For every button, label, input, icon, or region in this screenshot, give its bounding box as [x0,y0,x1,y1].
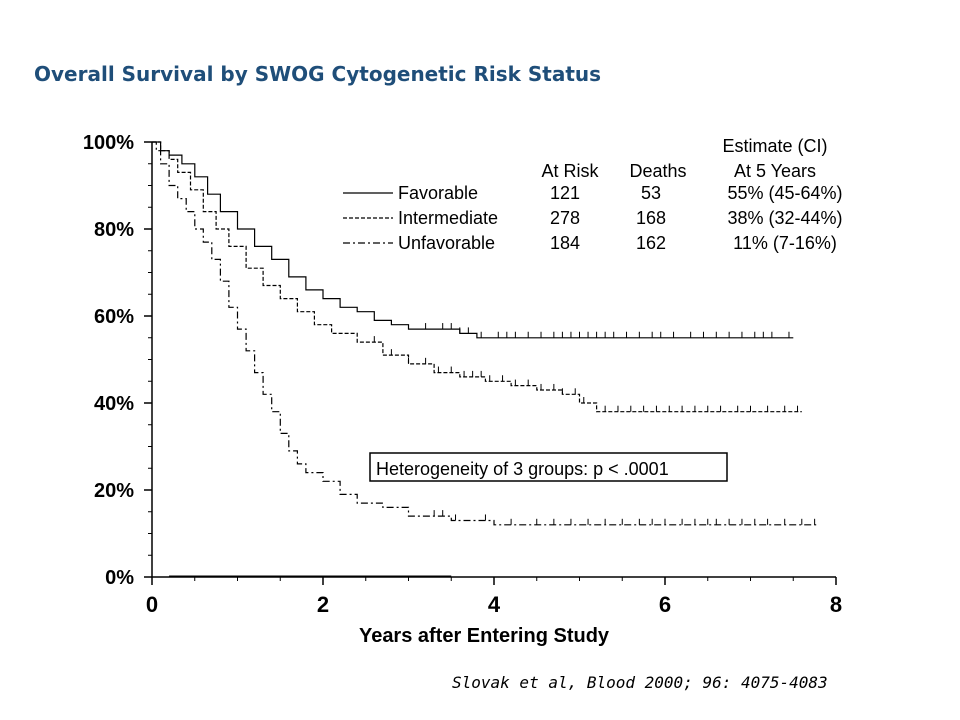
chart-annotations: Heterogeneity of 3 groups: p < .0001 [369,452,728,482]
legend-estimate: 11% (7-16%) [733,233,837,253]
legend-at-risk: 184 [550,233,580,253]
annotation-text: Heterogeneity of 3 groups: p < .0001 [376,459,669,479]
legend-deaths: 53 [641,183,661,203]
y-tick-label: 40% [94,393,134,415]
legend-name: Intermediate [398,208,498,228]
curve-intermediate [152,141,802,413]
slide-title: Overall Survival by SWOG Cytogenetic Ris… [34,62,602,86]
legend-estimate: 38% (32-44%) [727,208,842,228]
legend-estimate: 55% (45-64%) [727,183,842,203]
legend-header-estimate: Estimate (CI) [722,136,827,156]
x-tick-label: 0 [146,592,158,617]
annotation-box [369,452,728,482]
x-tick-label: 2 [317,592,329,617]
legend-deaths: 168 [636,208,666,228]
legend-name: Favorable [398,183,478,203]
curve-unfavorable [152,141,819,526]
legend-header-deaths: Deaths [629,161,686,181]
y-tick-label: 20% [94,480,134,502]
x-axis-label: Years after Entering Study [359,625,610,647]
y-tick-label: 0% [105,567,134,589]
y-tick-label: 60% [94,306,134,328]
y-tick-label: 100% [83,132,134,154]
chart-legend: Estimate (CI) At Risk Deaths At 5 Years Favo… [343,136,843,253]
plot-axes: 0% 20% 40% 60% 80% 100% 0 2 4 6 8 Years after Enter… [83,132,842,647]
legend-header-at-risk: At Risk [541,161,599,181]
x-tick-label: 6 [659,592,671,617]
legend-deaths: 162 [636,233,666,253]
y-tick-label: 80% [94,219,134,241]
legend-at-risk: 278 [550,208,580,228]
legend-name: Unfavorable [398,233,495,253]
legend-header-5yr: At 5 Years [734,161,816,181]
plot-censor-marks [373,323,816,525]
legend-at-risk: 121 [550,183,580,203]
x-tick-label: 4 [488,592,501,617]
x-tick-label: 8 [830,592,842,617]
citation: Slovak et al, Blood 2000; 96: 4075-4083 [452,673,828,692]
